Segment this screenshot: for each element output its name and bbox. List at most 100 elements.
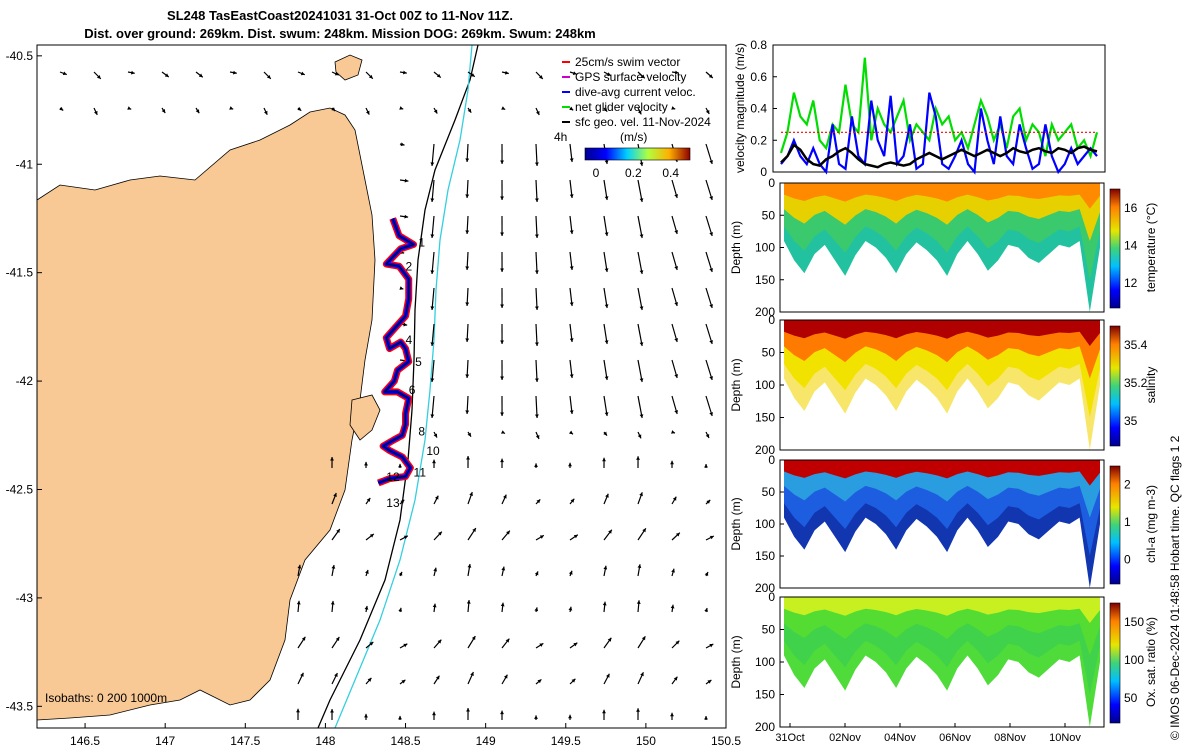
- current-arrow-head: [670, 460, 674, 465]
- map-xtick-label: 150: [636, 734, 656, 748]
- section-colorbar-label: Ox. sat. ratio (%): [1144, 617, 1158, 707]
- current-arrow-head: [500, 340, 504, 344]
- current-arrow-head: [333, 492, 337, 497]
- current-arrow-head: [568, 606, 573, 611]
- section-xtick-label: 04Nov: [884, 732, 916, 744]
- current-arrow-head: [161, 109, 166, 114]
- current-arrow-head: [500, 376, 504, 380]
- current-arrow-head: [365, 569, 369, 574]
- current-arrow: [637, 395, 643, 419]
- section-ytick-label: 200: [755, 581, 775, 595]
- current-arrow-head: [602, 709, 606, 714]
- current-vector-field: [59, 70, 715, 721]
- day-label: 12: [386, 470, 400, 484]
- current-arrow-head: [500, 412, 504, 416]
- day-label: 10: [426, 444, 440, 458]
- current-arrow-head: [603, 431, 607, 436]
- current-arrow: [535, 215, 538, 239]
- current-arrow-head: [534, 234, 539, 238]
- current-arrow-head: [569, 106, 574, 111]
- current-arrow-head: [59, 106, 64, 111]
- current-arrow-head: [670, 712, 674, 717]
- section-colorbar: [1109, 188, 1121, 309]
- section-colorbar: [1109, 465, 1121, 585]
- current-arrow-head: [636, 708, 640, 712]
- section-colorbar: [1109, 325, 1121, 447]
- velocity-ylabel: velocity magnitude (m/s): [733, 43, 747, 173]
- current-arrow-head: [369, 533, 374, 538]
- current-arrow-head: [704, 571, 709, 576]
- current-arrow-head: [534, 571, 539, 576]
- current-arrow-head: [607, 637, 612, 642]
- current-arrow-head: [602, 457, 606, 462]
- map-colorbar: [584, 147, 691, 161]
- current-arrow-head: [433, 433, 438, 438]
- section-ytick-label: 50: [762, 208, 776, 222]
- current-arrow: [431, 287, 435, 311]
- current-arrow: [637, 251, 643, 275]
- current-arrow-head: [127, 106, 132, 110]
- current-arrow-head: [603, 565, 608, 570]
- current-arrow-head: [430, 414, 435, 418]
- current-arrow-head: [705, 433, 710, 438]
- section-colorbar-tick: 35.4: [1124, 338, 1148, 352]
- current-arrow-head: [534, 463, 538, 467]
- current-arrow-head: [501, 566, 506, 571]
- map-xtick-label: 147: [155, 734, 175, 748]
- current-arrow-head: [334, 672, 338, 677]
- legend-item: sfc geo. vel. 11-Nov-2024: [575, 115, 711, 129]
- current-arrow-head: [569, 430, 573, 435]
- velocity-ytick-label: 0.4: [750, 102, 767, 116]
- current-arrow-head: [675, 70, 679, 75]
- current-arrow-head: [704, 463, 708, 468]
- section-colorbar-tick: 35.2: [1124, 376, 1148, 390]
- section-xtick-label: 10Nov: [1049, 732, 1081, 744]
- current-arrow-head: [469, 492, 473, 496]
- current-arrow-head: [704, 715, 708, 720]
- current-arrow-head: [366, 497, 371, 502]
- isobath-200m: [317, 45, 479, 728]
- current-arrow-head: [500, 458, 504, 463]
- current-arrow-head: [503, 674, 508, 679]
- colorbar-tick: 0.4: [662, 166, 679, 180]
- section-ylabel: Depth (m): [729, 635, 743, 688]
- current-arrow-head: [571, 678, 576, 683]
- current-arrow-head: [398, 463, 402, 468]
- current-arrow-head: [536, 110, 540, 115]
- current-arrow-head: [640, 672, 644, 677]
- section-ytick-label: 0: [768, 313, 775, 327]
- day-label: 1: [418, 236, 425, 250]
- current-arrow-head: [465, 374, 470, 378]
- current-arrow-head: [399, 106, 404, 110]
- current-arrow-head: [364, 605, 369, 610]
- current-arrow-head: [297, 106, 302, 111]
- section-xtick-label: 02Nov: [829, 732, 861, 744]
- island-east: [349, 394, 381, 441]
- current-arrow-head: [400, 499, 405, 504]
- current-arrow-head: [266, 74, 271, 79]
- tasmania-landmass: [37, 107, 376, 721]
- current-arrow-head: [704, 607, 709, 612]
- current-arrow-head: [671, 106, 676, 110]
- current-arrow-head: [674, 194, 679, 198]
- current-arrow-head: [263, 110, 268, 115]
- map-ytick-label: -43: [16, 591, 34, 605]
- current-arrow-head: [505, 638, 510, 643]
- legend-item: dive-avg current veloc.: [575, 85, 696, 99]
- section-ytick-label: 0: [768, 590, 775, 604]
- section-fill-upper: [784, 460, 1100, 518]
- current-arrow-head: [432, 603, 437, 608]
- current-arrow-head: [637, 564, 642, 569]
- map-ticks: 146.5 147 147.5 148 148.5 149 149.5 150 150.5-40…: [6, 49, 742, 748]
- colorbar-title: (m/s): [620, 130, 647, 144]
- current-arrow-head: [636, 456, 640, 460]
- current-arrow-head: [433, 567, 438, 572]
- velocity-ytick-label: 0.6: [750, 70, 767, 84]
- section-fill-surface: [784, 320, 1100, 346]
- current-arrow-head: [641, 636, 646, 641]
- current-arrow-head: [675, 640, 680, 645]
- section-ytick-label: 150: [755, 549, 775, 563]
- current-arrow-head: [569, 410, 574, 414]
- current-arrow-head: [639, 234, 644, 238]
